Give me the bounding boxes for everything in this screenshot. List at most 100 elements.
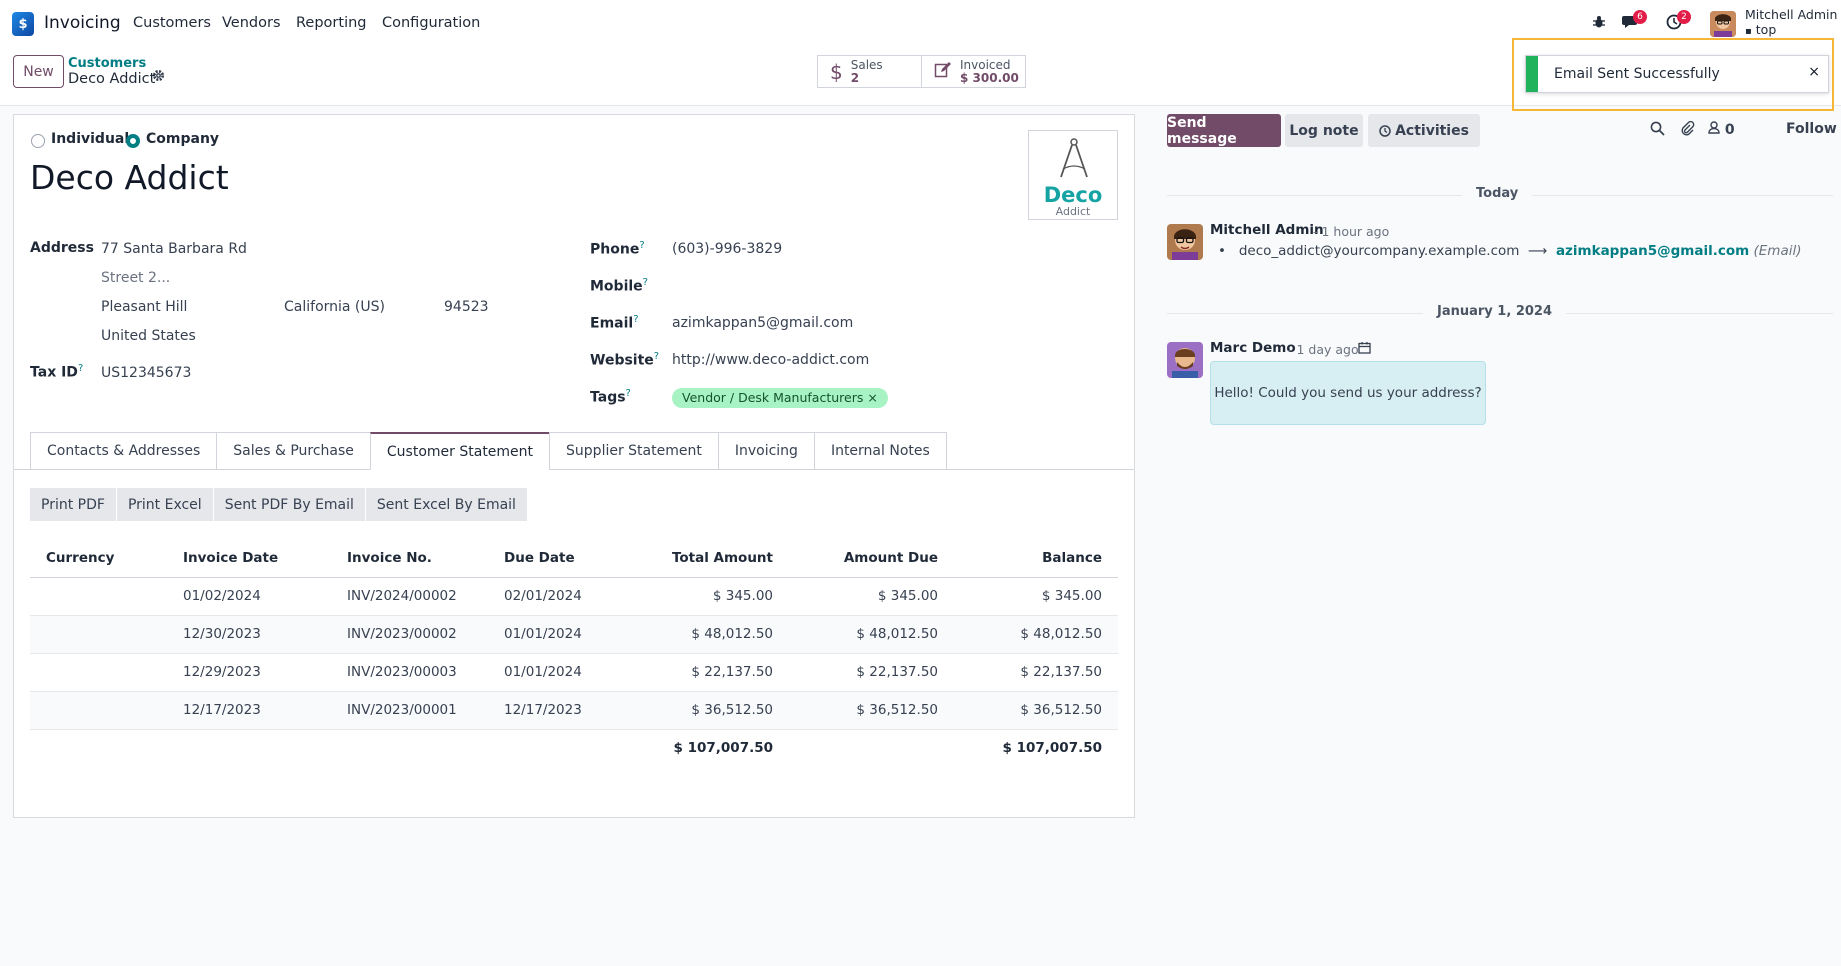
search-icon[interactable] <box>1650 121 1665 140</box>
send-message-button[interactable]: Send message <box>1167 114 1281 147</box>
send-pdf-email-button[interactable]: Sent PDF By Email <box>213 488 366 521</box>
breadcrumb-current: Deco Addict <box>68 71 156 87</box>
breadcrumb-customers[interactable]: Customers <box>68 56 147 71</box>
taxid-label-text: Tax ID <box>30 364 78 381</box>
tab-customer-statement[interactable]: Customer Statement <box>369 432 550 470</box>
send-excel-email-button[interactable]: Sent Excel By Email <box>365 488 528 521</box>
tab-invoicing[interactable]: Invoicing <box>717 432 814 470</box>
phone-label-text: Phone <box>590 241 640 258</box>
message-author[interactable]: Marc Demo <box>1210 340 1296 356</box>
country-field[interactable]: United States <box>101 328 196 344</box>
user-avatar[interactable] <box>1710 11 1736 37</box>
calendar-icon[interactable] <box>1358 341 1371 357</box>
taxid-label: Tax ID? <box>30 363 83 381</box>
invoiced-label: Invoiced <box>960 57 1011 72</box>
logo-sub: Addict <box>1055 205 1091 218</box>
tab-supplier-statement[interactable]: Supplier Statement <box>549 432 718 470</box>
website-field[interactable]: http://www.deco-addict.com <box>672 352 870 368</box>
partner-name[interactable]: Deco Addict <box>30 158 229 197</box>
radio-company[interactable] <box>126 134 140 148</box>
tab-internal-notes[interactable]: Internal Notes <box>813 432 947 470</box>
activities-button[interactable]: Activities <box>1368 114 1480 147</box>
state-field[interactable]: California (US) <box>284 299 385 315</box>
invoiced-smart-button[interactable]: Invoiced $ 300.00 <box>921 55 1026 88</box>
sales-value: 2 <box>850 70 860 85</box>
cell-balance: $ 345.00 <box>954 577 1118 616</box>
cell-due-date: 01/01/2024 <box>488 653 608 692</box>
mobile-label: Mobile? <box>590 277 648 295</box>
followers-count: 0 <box>1724 122 1735 138</box>
bug-icon[interactable] <box>1592 14 1606 33</box>
label-company[interactable]: Company <box>146 131 220 147</box>
menu-customers[interactable]: Customers <box>133 15 211 31</box>
db-name: ▪ top <box>1745 22 1776 37</box>
email-field[interactable]: azimkappan5@gmail.com <box>672 315 854 331</box>
form-sheet: Individual Company Deco Addict Deco Addi… <box>13 114 1135 818</box>
table-row[interactable]: 12/17/2023 INV/2023/00001 12/17/2023 $ 3… <box>30 691 1118 730</box>
cell-due-date: 01/01/2024 <box>488 615 608 654</box>
cell-due-date: 12/17/2023 <box>488 691 608 730</box>
email-help-icon[interactable]: ? <box>633 314 639 325</box>
success-toast: Email Sent Successfully × <box>1525 55 1829 93</box>
sales-smart-button[interactable]: $ Sales 2 <box>817 55 922 88</box>
menu-configuration[interactable]: Configuration <box>382 15 481 31</box>
tags-help-icon[interactable]: ? <box>625 388 631 399</box>
user-name[interactable]: Mitchell Admin <box>1745 7 1838 22</box>
database-icon: ▪ <box>1745 26 1752 37</box>
cell-currency <box>30 615 167 654</box>
message-author[interactable]: Mitchell Admin <box>1210 222 1324 238</box>
gear-icon[interactable] <box>152 69 165 86</box>
taxid-field[interactable]: US12345673 <box>101 365 192 381</box>
cell-due: $ 22,137.50 <box>789 653 954 692</box>
avatar[interactable] <box>1167 342 1203 378</box>
col-total-amount: Total Amount <box>608 539 789 578</box>
taxid-help-icon[interactable]: ? <box>77 363 84 374</box>
mobile-help-icon[interactable]: ? <box>642 277 648 288</box>
clock-icon <box>1379 124 1391 137</box>
messages-icon[interactable]: 6 <box>1622 10 1647 34</box>
followers-button[interactable]: 0 <box>1708 121 1735 138</box>
table-row[interactable]: 01/02/2024 INV/2024/00002 02/01/2024 $ 3… <box>30 577 1118 616</box>
dollar-icon: $ <box>830 59 843 84</box>
street2-field[interactable]: Street 2... <box>101 270 171 286</box>
log-note-button[interactable]: Log note <box>1285 114 1363 147</box>
app-name[interactable]: Invoicing <box>44 13 121 33</box>
cell-due-date: 02/01/2024 <box>488 577 608 616</box>
tab-sales-purchase[interactable]: Sales & Purchase <box>216 432 370 470</box>
follow-button[interactable]: Follow <box>1786 121 1837 137</box>
activities-clock-icon[interactable]: 2 <box>1666 10 1691 34</box>
cell-invoice-date: 01/02/2024 <box>167 577 331 616</box>
cell-currency <box>30 691 167 730</box>
website-help-icon[interactable]: ? <box>653 351 660 362</box>
zip-field[interactable]: 94523 <box>444 299 489 315</box>
cell-total: $ 345.00 <box>608 577 789 616</box>
tags-label-text: Tags <box>590 389 626 406</box>
menu-reporting[interactable]: Reporting <box>296 15 367 31</box>
phone-field[interactable]: (603)-996-3829 <box>672 241 783 257</box>
print-excel-button[interactable]: Print Excel <box>116 488 214 521</box>
menu-vendors[interactable]: Vendors <box>222 15 281 31</box>
city-field[interactable]: Pleasant Hill <box>101 299 188 315</box>
radio-individual[interactable] <box>31 134 45 148</box>
invoicing-app-icon[interactable]: $ <box>12 12 34 36</box>
new-button[interactable]: New <box>13 55 64 88</box>
label-individual[interactable]: Individual <box>51 131 130 147</box>
street-field[interactable]: 77 Santa Barbara Rd <box>101 241 247 257</box>
customer-statement-table: Currency Invoice Date Invoice No. Due Da… <box>30 539 1118 767</box>
toast-success-bar <box>1526 56 1538 92</box>
cell-invoice-no: INV/2023/00002 <box>331 615 488 654</box>
table-row[interactable]: 12/29/2023 INV/2023/00003 01/01/2024 $ 2… <box>30 653 1118 692</box>
email-label: Email? <box>590 314 639 332</box>
table-row[interactable]: 12/30/2023 INV/2023/00002 01/01/2024 $ 4… <box>30 615 1118 654</box>
statement-actions: Print PDF Print Excel Sent PDF By Email … <box>30 488 528 521</box>
tag-chip[interactable]: Vendor / Desk Manufacturers × <box>672 388 888 408</box>
tag-remove-icon[interactable]: × <box>867 390 878 405</box>
paperclip-icon[interactable] <box>1680 120 1695 140</box>
print-pdf-button[interactable]: Print PDF <box>30 488 117 521</box>
phone-help-icon[interactable]: ? <box>639 240 645 251</box>
avatar[interactable] <box>1167 224 1203 260</box>
date-separator-today: Today <box>1462 186 1533 201</box>
close-icon[interactable]: × <box>1808 64 1820 80</box>
partner-logo[interactable]: Deco Addict <box>1028 130 1118 220</box>
tab-contacts-addresses[interactable]: Contacts & Addresses <box>30 432 217 470</box>
